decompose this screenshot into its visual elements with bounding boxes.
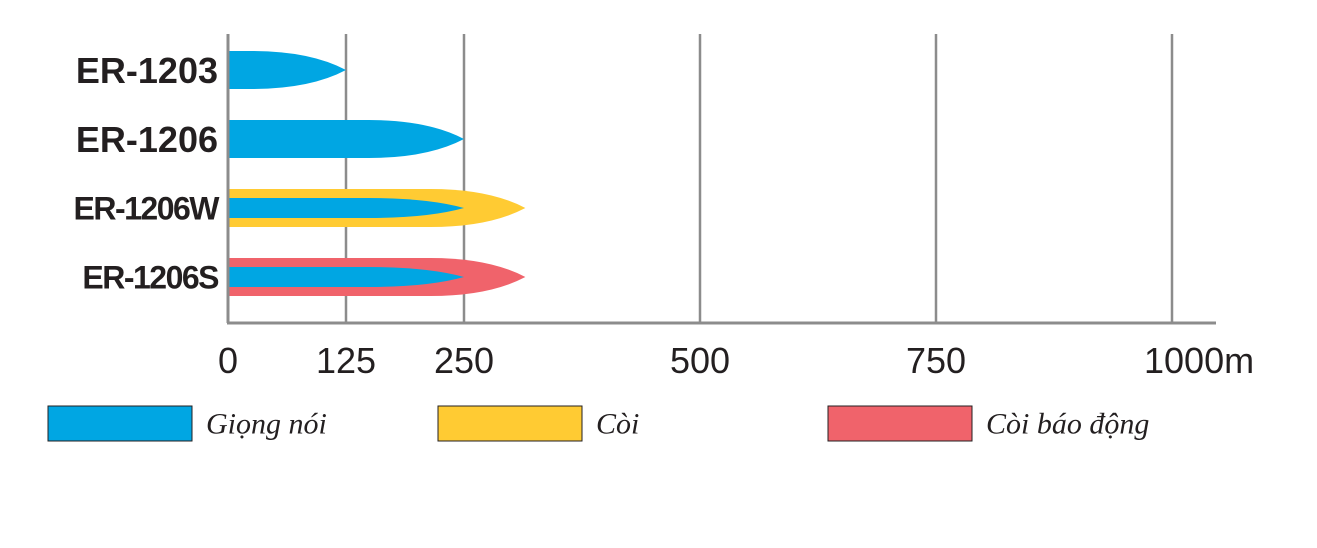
tick-label: 125	[316, 340, 376, 381]
bar-er-1203-voice	[228, 51, 346, 89]
tick-label: 1000m	[1144, 340, 1254, 381]
legend-swatch	[437, 405, 583, 442]
category-label: ER-1206S	[82, 260, 219, 296]
tick-label: 0	[218, 340, 238, 381]
tick-label: 250	[434, 340, 494, 381]
category-label: ER-1206W	[74, 191, 221, 227]
bar-er-1206s-voice	[228, 267, 464, 287]
legend-label: Giọng nói	[206, 408, 327, 441]
category-labels: ER-1203 ER-1206 ER-1206W ER-1206S	[74, 50, 222, 296]
bar-er-1206w-voice	[228, 198, 464, 218]
legend-swatch	[827, 405, 973, 442]
tick-labels: 0 125 250 500 750 1000m	[218, 340, 1254, 381]
legend-label: Còi báo động	[986, 408, 1149, 441]
bar-er-1206-voice	[228, 120, 464, 158]
tick-label: 500	[670, 340, 730, 381]
x-axis	[226, 34, 1216, 325]
category-label: ER-1203	[76, 50, 218, 91]
tick-label: 750	[906, 340, 966, 381]
bars	[228, 51, 526, 296]
category-label: ER-1206	[76, 119, 218, 160]
legend: Giọng nói Còi Còi báo động	[47, 405, 1149, 442]
legend-swatch	[47, 405, 193, 442]
legend-label: Còi	[596, 408, 639, 441]
